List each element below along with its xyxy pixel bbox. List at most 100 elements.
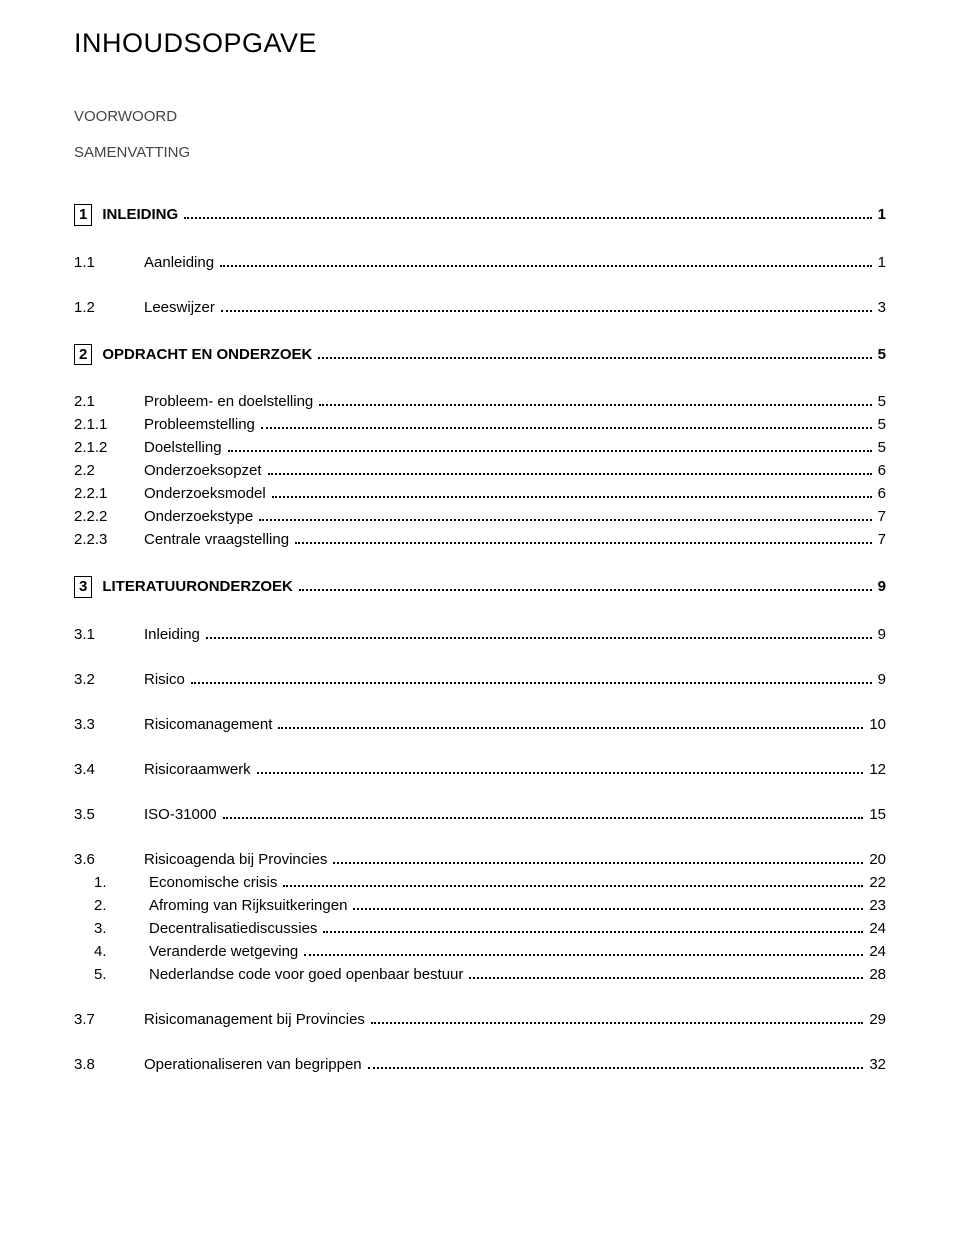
toc-page-number: 28: [869, 966, 886, 983]
toc-page-number: 5: [878, 439, 886, 456]
toc-leader-dots: [261, 417, 872, 430]
toc-entry[interactable]: 3.3Risicomanagement10: [74, 713, 886, 736]
toc-entry-number: 3.2: [74, 671, 144, 688]
toc-entry[interactable]: 2.2.2Onderzoekstype7: [74, 505, 886, 528]
toc-page-number: 3: [878, 299, 886, 316]
toc-entry-label: Centrale vraagstelling: [144, 531, 289, 548]
toc-leader-dots: [221, 299, 872, 312]
toc-entry-number: 3.3: [74, 716, 144, 733]
toc-entry[interactable]: 1.2Leeswijzer 3: [74, 296, 886, 319]
toc-entry[interactable]: 3LITERATUURONDERZOEK9: [74, 573, 886, 601]
toc-entry-label: Risicoagenda bij Provincies: [144, 851, 327, 868]
toc-entry-number: 2.2: [74, 462, 144, 479]
toc-list-number: 4.: [74, 943, 149, 960]
page-title: INHOUDSOPGAVE: [74, 28, 886, 59]
toc-entry-label: Operationaliseren van begrippen: [144, 1056, 362, 1073]
toc-page-number: 7: [878, 508, 886, 525]
toc-entry-number: 3.1: [74, 626, 144, 643]
toc-entry[interactable]: 2.2.3Centrale vraagstelling 7: [74, 528, 886, 551]
toc-entry[interactable]: 3.1Inleiding 9: [74, 623, 886, 646]
toc-list-number: 5.: [74, 966, 149, 983]
toc-entry[interactable]: 2.2.1Onderzoeksmodel6: [74, 482, 886, 505]
toc-entry[interactable]: 3.2Risico9: [74, 668, 886, 691]
toc-page-number: 24: [869, 920, 886, 937]
toc-entry-number: 3.6: [74, 851, 144, 868]
voorwoord-link[interactable]: VOORWOORD: [74, 108, 177, 125]
toc-page-number: 9: [878, 578, 886, 595]
toc-leader-dots: [469, 966, 863, 979]
toc-list-number: 2.: [74, 897, 149, 914]
toc-leader-dots: [206, 626, 872, 639]
toc-leader-dots: [259, 509, 871, 522]
toc-page-number: 9: [878, 626, 886, 643]
toc-leader-dots: [191, 671, 872, 684]
toc-leader-dots: [278, 716, 863, 729]
toc-page-number: 5: [878, 346, 886, 363]
toc-entry-label: Probleemstelling: [144, 416, 255, 433]
toc-page-number: 5: [878, 416, 886, 433]
samenvatting-link[interactable]: SAMENVATTING: [74, 144, 190, 161]
toc-entry[interactable]: 3.Decentralisatiediscussies24: [74, 917, 886, 940]
toc-page-number: 1: [878, 206, 886, 223]
top-links-block: VOORWOORD SAMENVATTING: [74, 99, 886, 171]
toc-entry-number: 3.4: [74, 761, 144, 778]
toc-entry-label: Doelstelling: [144, 439, 222, 456]
toc-leader-dots: [268, 463, 872, 476]
toc-leader-dots: [371, 1011, 863, 1024]
toc-leader-dots: [283, 874, 863, 887]
toc-entry-number: 3.7: [74, 1011, 144, 1028]
toc-page-number: 6: [878, 462, 886, 479]
toc-list-label: Veranderde wetgeving: [149, 943, 298, 960]
toc-entry[interactable]: 5.Nederlandse code voor goed openbaar be…: [74, 963, 886, 986]
toc-entry[interactable]: 1INLEIDING1: [74, 201, 886, 229]
toc-leader-dots: [304, 943, 863, 956]
toc-entry-label: Risico: [144, 671, 185, 688]
toc-page-number: 1: [878, 254, 886, 271]
toc-list-number: 3.: [74, 920, 149, 937]
toc-entry-label: Inleiding: [144, 626, 200, 643]
toc-leader-dots: [184, 207, 871, 220]
toc-entry-number: 3.5: [74, 806, 144, 823]
toc-entry[interactable]: 2.2Onderzoeksopzet 6: [74, 459, 886, 482]
toc-page-number: 15: [869, 806, 886, 823]
toc-entry-number: 1.2: [74, 299, 144, 316]
toc-page-number: 29: [869, 1011, 886, 1028]
toc-leader-dots: [333, 851, 863, 864]
toc-entry[interactable]: 3.7Risicomanagement bij Provincies29: [74, 1008, 886, 1031]
toc-leader-dots: [323, 920, 863, 933]
toc-leader-dots: [272, 486, 872, 499]
toc-entry-number: 2.2.3: [74, 531, 144, 548]
toc-entry[interactable]: 1.1Aanleiding1: [74, 251, 886, 274]
toc-entry[interactable]: 2.1Probleem- en doelstelling5: [74, 390, 886, 413]
toc-entry-label: Risicomanagement: [144, 716, 272, 733]
toc-leader-dots: [223, 806, 864, 819]
toc-entry[interactable]: 2.1.2Doelstelling5: [74, 436, 886, 459]
toc-entry[interactable]: 3.8Operationaliseren van begrippen32: [74, 1053, 886, 1076]
toc-leader-dots: [295, 532, 872, 545]
toc-leader-dots: [220, 254, 872, 267]
toc-list-label: Economische crisis: [149, 874, 277, 891]
toc-page-number: 23: [869, 897, 886, 914]
toc-leader-dots: [257, 761, 864, 774]
toc-entry-label: Onderzoeksopzet: [144, 462, 262, 479]
toc-entry[interactable]: 3.6Risicoagenda bij Provincies20: [74, 848, 886, 871]
toc-chapter-label: INLEIDING: [102, 206, 178, 223]
toc-entry[interactable]: 2.Afroming van Rijksuitkeringen 23: [74, 894, 886, 917]
toc-entry[interactable]: 2OPDRACHT EN ONDERZOEK5: [74, 341, 886, 369]
toc-entry[interactable]: 1.Economische crisis22: [74, 871, 886, 894]
toc-page-number: 32: [869, 1056, 886, 1073]
toc-entry-label: Aanleiding: [144, 254, 214, 271]
toc-page-number: 5: [878, 393, 886, 410]
toc-entry[interactable]: 3.4Risicoraamwerk12: [74, 758, 886, 781]
toc-entry-label: Leeswijzer: [144, 299, 215, 316]
toc-page-number: 7: [878, 531, 886, 548]
toc-entry[interactable]: 3.5ISO-31000 15: [74, 803, 886, 826]
toc-entry-label: Onderzoeksmodel: [144, 485, 266, 502]
toc-entry[interactable]: 2.1.1Probleemstelling5: [74, 413, 886, 436]
toc-entry-label: Probleem- en doelstelling: [144, 393, 313, 410]
toc-entry[interactable]: 4.Veranderde wetgeving24: [74, 940, 886, 963]
toc-list-number: 1.: [74, 874, 149, 891]
toc-chapter-number: 3: [74, 576, 92, 598]
toc-list-label: Afroming van Rijksuitkeringen: [149, 897, 347, 914]
toc-entry-label: ISO-31000: [144, 806, 217, 823]
